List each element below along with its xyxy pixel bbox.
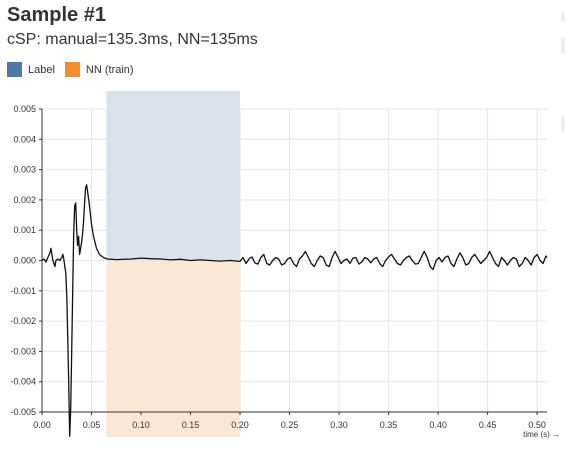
x-tick-label: 0.50 <box>528 420 546 430</box>
x-axis-label: time (s) → <box>523 430 560 439</box>
x-tick-label: 0.35 <box>380 420 398 430</box>
y-tick-label: 0.004 <box>13 134 36 144</box>
legend-text-nn: NN (train) <box>85 63 134 76</box>
y-tick-label: -0.004 <box>10 377 36 387</box>
y-tick-label: -0.005 <box>10 407 36 417</box>
toolbar-button[interactable] <box>561 12 565 22</box>
y-tick-label: 0.003 <box>13 165 36 175</box>
trace-series <box>41 184 548 437</box>
x-tick-label: 0.20 <box>231 420 249 430</box>
y-tick-label: 0.000 <box>13 256 36 266</box>
x-tick-label: 0.45 <box>479 420 497 430</box>
legend-swatch-label <box>7 62 22 77</box>
chart-legend: Label NN (train) <box>7 62 144 77</box>
tick-labels: 0.00 0.05 0.10 0.15 0.20 0.25 0.30 0.35 0.40 0.45… <box>10 104 560 439</box>
page-title: Sample #1 <box>7 4 106 26</box>
toolbar-button[interactable] <box>561 116 565 132</box>
y-tick-label: 0.005 <box>13 104 36 114</box>
y-tick-label: 0.001 <box>13 225 36 235</box>
shaded-regions <box>106 91 241 437</box>
x-tick-label: 0.10 <box>132 420 150 430</box>
legend-swatch-nn <box>64 62 80 77</box>
y-tick-label: -0.003 <box>10 346 36 356</box>
y-tick-label: -0.002 <box>10 316 36 326</box>
label-region <box>106 91 241 261</box>
nn-region <box>106 260 241 437</box>
x-tick-label: 0.25 <box>281 420 299 430</box>
toolbar-button[interactable] <box>561 38 565 54</box>
y-tick-label: -0.001 <box>10 286 36 296</box>
y-tick-label: 0.002 <box>13 195 36 205</box>
legend-text-label: Label <box>28 63 55 76</box>
page-subtitle: cSP: manual=135.3ms, NN=135ms <box>7 31 258 48</box>
x-tick-label: 0.40 <box>429 420 447 430</box>
series-line <box>41 184 548 437</box>
x-tick-label: 0.00 <box>33 420 51 430</box>
legend-item-nn[interactable]: NN (train) <box>64 62 134 77</box>
x-tick-label: 0.05 <box>83 420 101 430</box>
x-tick-label: 0.15 <box>182 420 200 430</box>
x-tick-label: 0.30 <box>330 420 348 430</box>
legend-item-label[interactable]: Label <box>7 62 55 77</box>
